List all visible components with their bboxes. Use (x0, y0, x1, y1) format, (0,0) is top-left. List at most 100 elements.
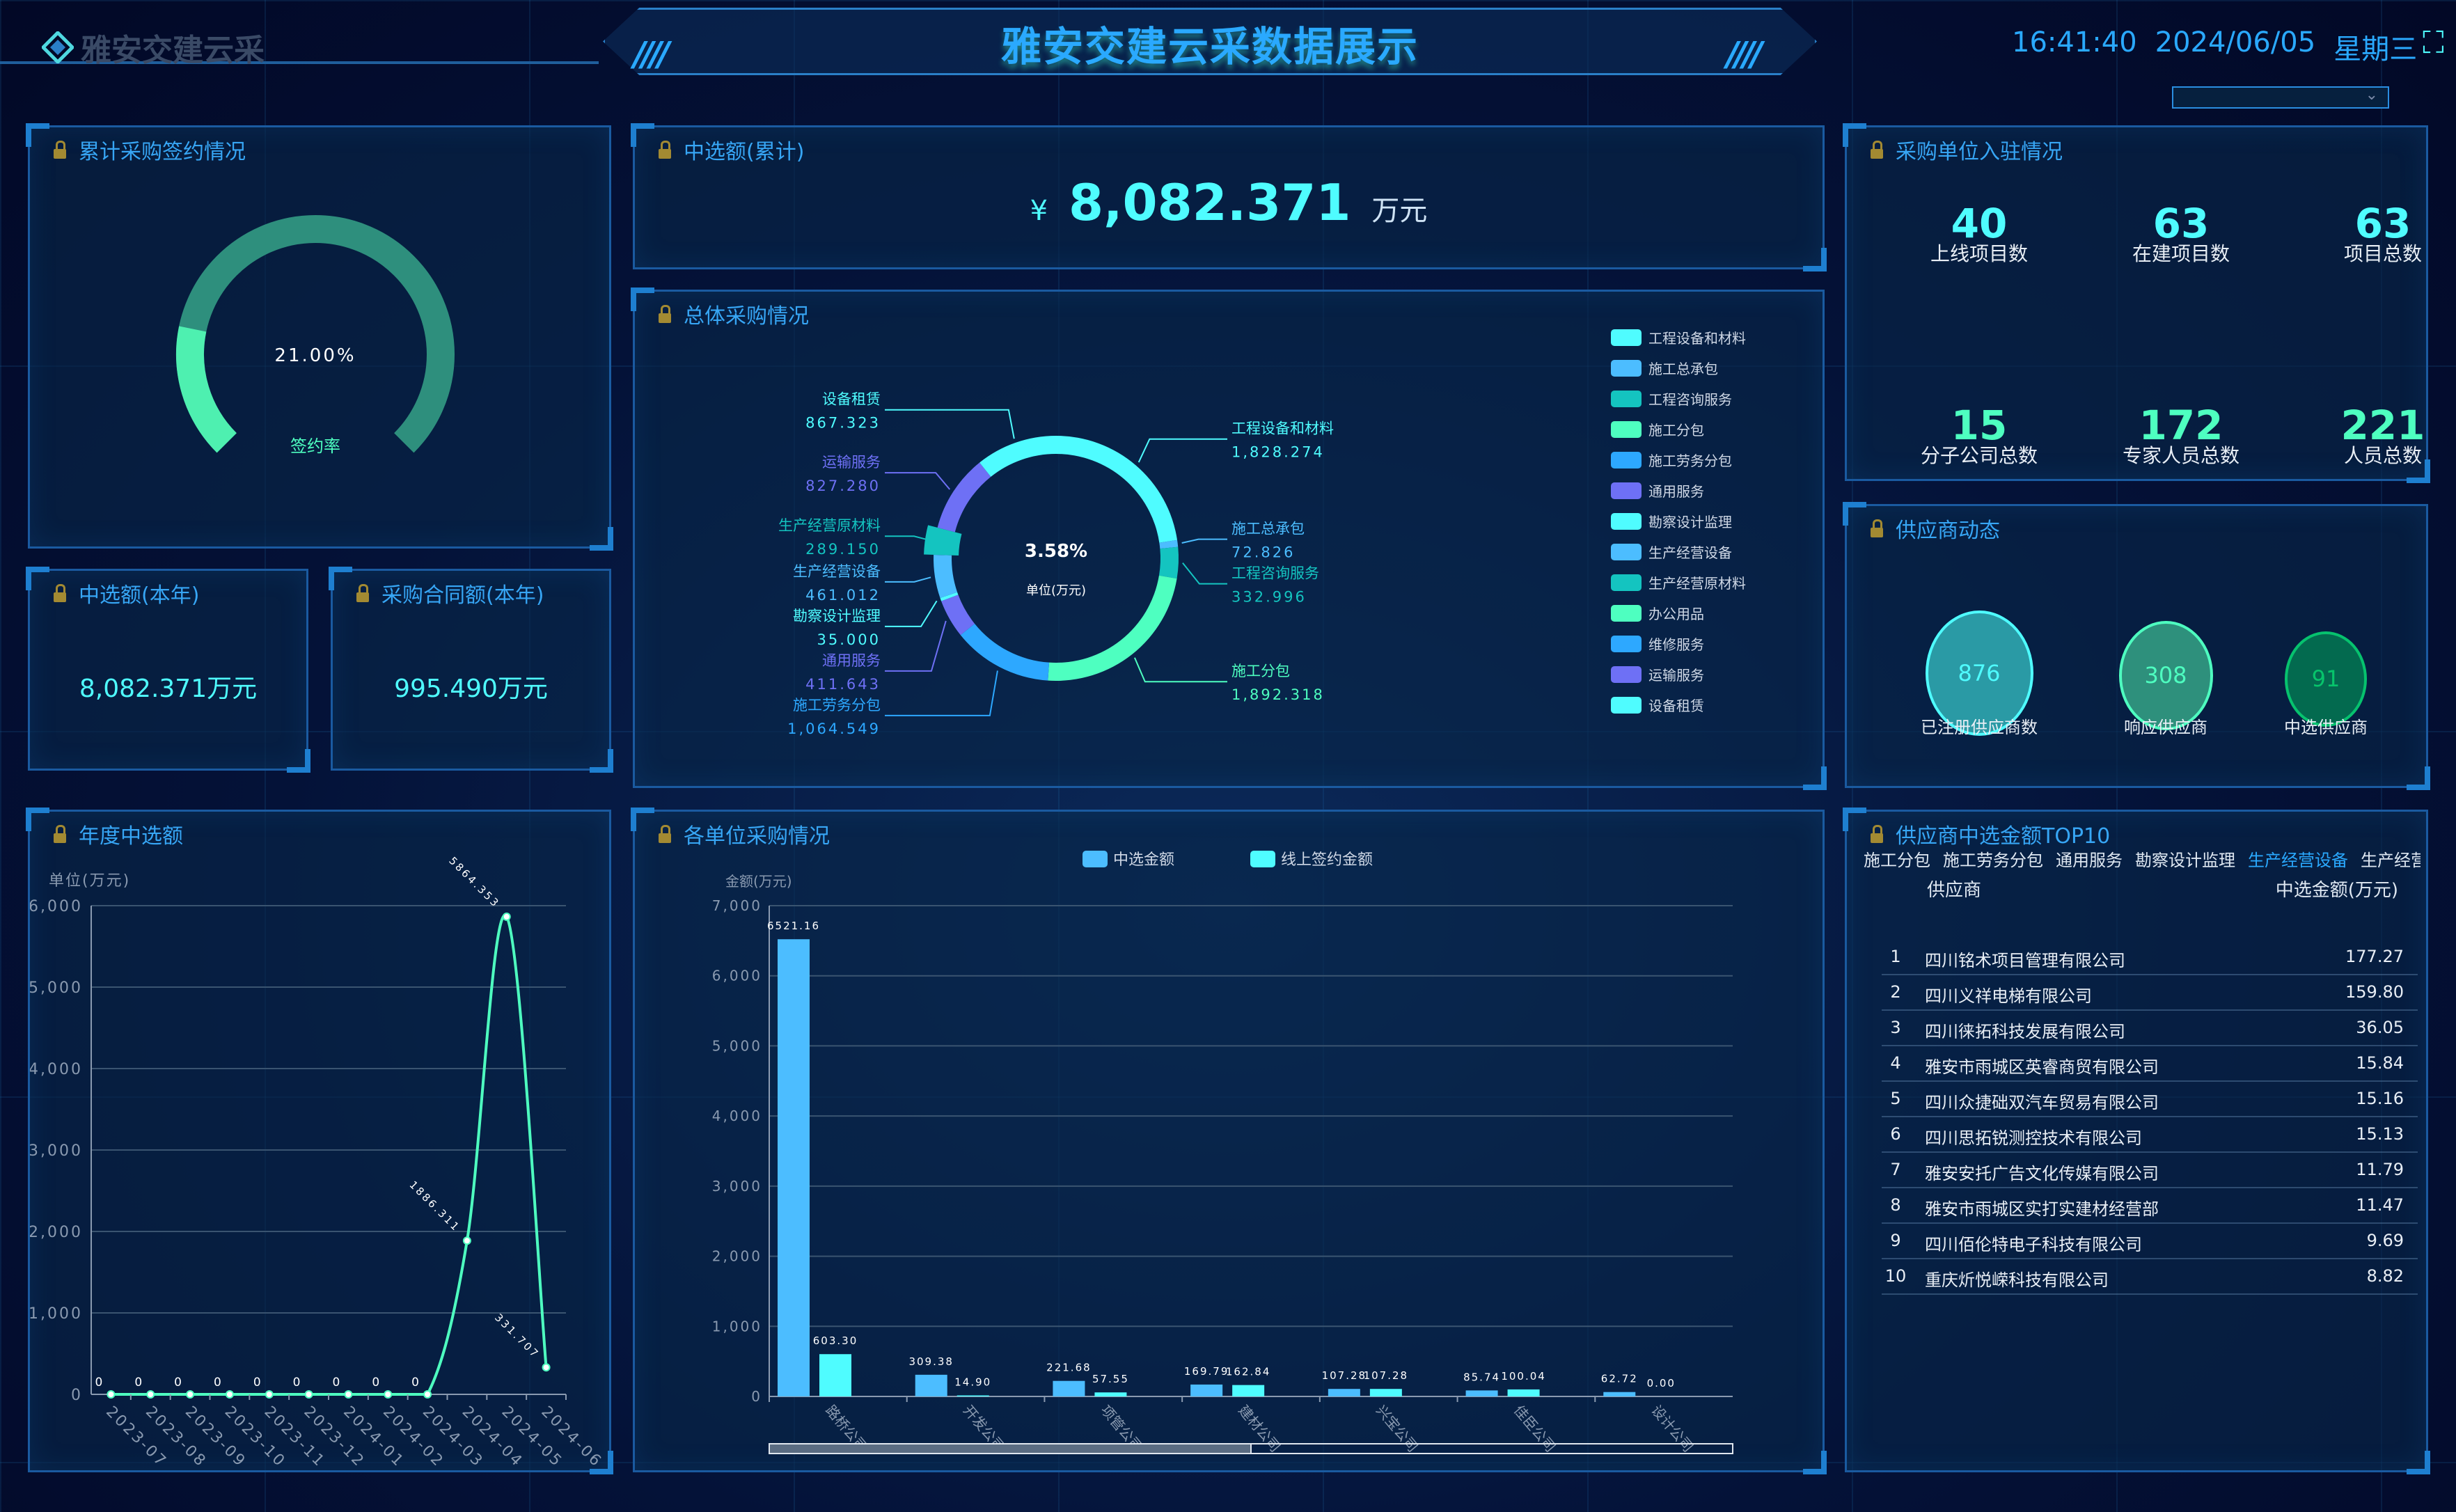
stat-value: 40 (1951, 200, 2008, 247)
table-row[interactable]: 5 四川众捷础双汽车贸易有限公司 15.16 (1882, 1082, 2418, 1117)
point-label: 0 (174, 1376, 184, 1389)
tab-3[interactable]: 勘察设计监理 (2135, 851, 2235, 870)
leader-line (1133, 657, 1227, 683)
line-point (265, 1390, 274, 1399)
table-row[interactable]: 3 四川徕拓科技发展有限公司 36.05 (1882, 1011, 2418, 1046)
legend-label: 通用服务 (1648, 483, 1704, 500)
bar (1465, 1390, 1498, 1396)
tab-2[interactable]: 通用服务 (2056, 851, 2123, 870)
bar-chart: 0 1,000 2,000 3,000 4,000 5,000 6,000 7,000 金额(万… (712, 851, 1733, 1456)
row-supplier: 雅安市雨城区实打实建材经营部 (1925, 1199, 2159, 1219)
table-row[interactable]: 9 四川佰伦特电子科技有限公司 9.69 (1882, 1224, 2418, 1259)
page-title: 雅安交建云采数据展示 (1000, 23, 1419, 70)
y-tick-label: 3,000 (30, 1142, 83, 1160)
legend-swatch (1083, 851, 1108, 867)
row-supplier: 重庆炘悦嵘科技有限公司 (1925, 1270, 2109, 1290)
logo-icon (42, 31, 74, 63)
legend-label: 线上签约金额 (1281, 851, 1373, 869)
donut-chart: 工程设备和材料 1,828.274 施工总承包 72.826 工程咨询服务 332.996… (778, 329, 1746, 737)
fullscreen-icon[interactable]: ⛶ (2423, 25, 2444, 61)
y-tick-label: 6,000 (712, 968, 762, 984)
scrollbar-thumb[interactable] (769, 1443, 1252, 1454)
stat-label: 在建项目数 (2132, 242, 2230, 265)
stat-item: 15 分子公司总数 (1889, 405, 2070, 467)
logo: 雅安交建云采 (42, 25, 265, 70)
line-point (384, 1390, 393, 1399)
donut-slice (1158, 546, 1179, 579)
x-tick-label: 佳臣公司 (1511, 1402, 1559, 1456)
point-label: 0 (333, 1376, 343, 1389)
y-tick-label: 0 (71, 1387, 83, 1404)
panel-overall: 总体采购情况 工程设备和材料 1,828.274 施工总承包 72.826 工程咨询服务… (631, 288, 1827, 790)
bar-value-label: 14.90 (954, 1376, 991, 1388)
y-tick-label: 2,000 (712, 1248, 762, 1265)
panel-suppliers: 供应商动态 876 已注册供应商数 308 响应供应商 91 中选供应商 (1843, 502, 2430, 790)
legend-swatch (1611, 482, 1642, 499)
row-rank: 8 (1890, 1195, 1901, 1215)
point-label: 0 (253, 1376, 263, 1389)
stat-item: 221 人员总数 (2292, 405, 2456, 467)
table-row[interactable]: 1 四川铭术项目管理有限公司 177.27 (1882, 940, 2418, 975)
slice-name: 工程咨询服务 (1231, 565, 1319, 582)
bar (819, 1354, 851, 1396)
panel-by-unit: 各单位采购情况 0 1,000 2,000 3,000 4,000 5,000 6,000 7… (631, 808, 1827, 1474)
point-label: 331.707 (492, 1312, 542, 1361)
legend-swatch (1611, 605, 1642, 622)
table-row[interactable]: 2 四川义祥电梯有限公司 159.80 (1882, 975, 2418, 1011)
stat-label: 人员总数 (2343, 444, 2422, 467)
logo-text: 雅安交建云采 (81, 33, 265, 68)
leader-line (885, 670, 998, 716)
tab-5[interactable]: 生产经营原材料 (2361, 851, 2420, 870)
tab-0[interactable]: 施工分包 (1864, 851, 1930, 870)
x-tick-label: 设计公司 (1648, 1402, 1697, 1456)
stat-value: 172 (2139, 402, 2223, 449)
unit-select[interactable]: ⌄ (2172, 86, 2389, 109)
legend-swatch (1611, 360, 1642, 377)
point-label: 0 (214, 1376, 223, 1389)
table-row[interactable]: 8 雅安市雨城区实打实建材经营部 11.47 (1882, 1188, 2418, 1224)
donut-slice (937, 462, 991, 533)
gauge-value: 21.00% (274, 345, 356, 366)
row-amount: 159.80 (2345, 982, 2404, 1002)
row-supplier: 四川众捷础双汽车贸易有限公司 (1925, 1093, 2159, 1112)
legend-label: 运输服务 (1648, 667, 1704, 684)
y-tick-label: 3,000 (712, 1178, 762, 1195)
y-tick-label: 0 (751, 1388, 762, 1405)
donut-slice (924, 525, 962, 556)
tab-1[interactable]: 施工劳务分包 (1943, 851, 2043, 870)
table-row[interactable]: 7 雅安安托广告文化传媒有限公司 11.79 (1882, 1153, 2418, 1188)
panel-total-selected: 中选额(累计) ¥ 8,082.371 万元 (631, 123, 1827, 271)
supplier-label: 中选供应商 (2284, 718, 2368, 737)
table-row[interactable]: 10 重庆炘悦嵘科技有限公司 8.82 (1882, 1259, 2418, 1295)
donut-slice (1159, 540, 1179, 549)
legend-swatch (1611, 513, 1642, 530)
contract-year-value: 995.490万元 (394, 675, 548, 703)
bar (1053, 1380, 1085, 1396)
line-point (107, 1390, 116, 1399)
bar-value-label: 221.68 (1046, 1362, 1092, 1374)
x-tick-label: 兴宝公司 (1373, 1402, 1422, 1456)
panel-title: 累计采购签约情况 (79, 140, 246, 164)
slice-value: 332.996 (1231, 589, 1307, 606)
table-row[interactable]: 4 雅安市雨城区英睿商贸有限公司 15.84 (1882, 1046, 2418, 1082)
row-rank: 1 (1890, 947, 1901, 966)
slice-value: 72.826 (1231, 544, 1295, 561)
tab-4[interactable]: 生产经营设备 (2248, 851, 2348, 870)
bar-value-label: 169.79 (1184, 1365, 1229, 1378)
stat-value: 63 (2354, 200, 2411, 247)
header-line (0, 61, 599, 64)
line-point (146, 1390, 155, 1399)
stat-item: 63 项目总数 (2292, 200, 2456, 265)
lock-icon (52, 584, 66, 602)
y-axis-title: 单位(万元) (49, 872, 130, 890)
row-rank: 7 (1890, 1160, 1901, 1179)
legend-swatch (1611, 574, 1642, 591)
row-amount: 11.47 (2356, 1195, 2404, 1215)
table-row[interactable]: 6 四川思拓锐测控技术有限公司 15.13 (1882, 1117, 2418, 1153)
stat-label: 上线项目数 (1930, 242, 2028, 265)
row-amount: 15.84 (2356, 1053, 2404, 1073)
donut-slice (1056, 436, 1178, 543)
lock-icon (1869, 141, 1883, 159)
amount-unit: 万元 (1371, 195, 1428, 227)
lock-icon (52, 825, 66, 843)
